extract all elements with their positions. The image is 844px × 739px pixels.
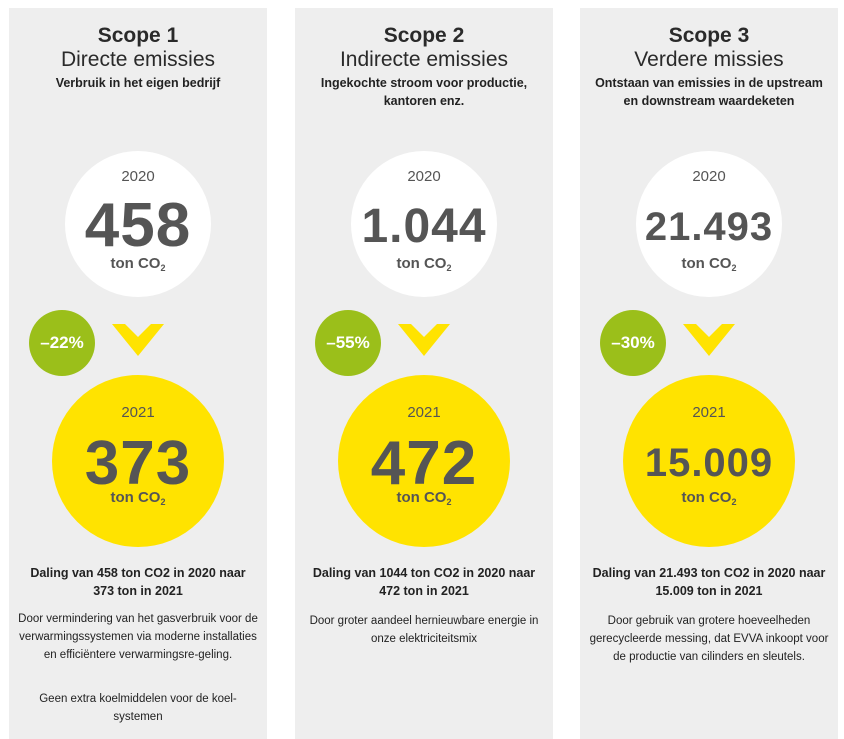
year-label: 2020: [407, 168, 441, 185]
year-label: 2020: [692, 168, 726, 185]
scope-subtitle: Directe emissies: [60, 48, 216, 71]
reduction-badge: –22%: [29, 310, 95, 376]
chevron-down-icon: [683, 324, 735, 356]
emissions-2021-circle: 2021 15.009 ton CO2: [623, 375, 795, 547]
scope-title: Scope 1: [97, 24, 179, 47]
emissions-2020-circle: 2020 21.493 ton CO2: [636, 151, 782, 297]
emissions-value: 15.009: [644, 441, 774, 485]
year-label: 2021: [407, 404, 441, 421]
emissions-value: 21.493: [644, 205, 774, 249]
emissions-2021-circle: 2021 373 ton CO2: [52, 375, 224, 547]
scope-title: Scope 3: [668, 24, 750, 47]
scope-description: Verbruik in het eigen bedrijf: [55, 76, 221, 90]
chevron-down-icon: [398, 324, 450, 356]
unit-label: ton CO2: [396, 489, 452, 507]
emissions-value: 1.044: [361, 200, 487, 253]
unit-label: ton CO2: [681, 489, 737, 507]
scope-description: Ontstaan van emissies in de upstream en …: [595, 76, 823, 108]
year-label: 2020: [121, 168, 155, 185]
reduction-badge: –30%: [600, 310, 666, 376]
detail-text: Door groter aandeel hernieuwbare energie…: [309, 615, 539, 645]
scope-subtitle: Verdere missies: [634, 48, 784, 71]
emissions-value: 458: [84, 191, 192, 260]
chevron-down-icon: [112, 324, 164, 356]
scope-1-panel: Scope 1 Directe emissies Verbruik in het…: [9, 8, 267, 739]
emissions-2020-circle: 2020 1.044 ton CO2: [351, 151, 497, 297]
scope-description: Ingekochte stroom voor productie, kantor…: [320, 76, 528, 108]
reduction-summary: Daling van 1044 ton CO2 in 2020 naar 472…: [312, 566, 536, 598]
reduction-badge: –55%: [315, 310, 381, 376]
reduction-summary: Daling van 21.493 ton CO2 in 2020 naar 1…: [592, 566, 826, 598]
emissions-2021-circle: 2021 472 ton CO2: [338, 375, 510, 547]
unit-label: ton CO2: [396, 255, 452, 273]
detail-text: Geen extra koelmiddelen voor de koel-sys…: [39, 693, 237, 723]
emissions-value: 373: [84, 429, 192, 498]
unit-label: ton CO2: [110, 489, 166, 507]
unit-label: ton CO2: [110, 255, 166, 273]
detail-text: Door gebruik van grotere hoeveelheden ge…: [589, 615, 829, 663]
scope-subtitle: Indirecte emissies: [339, 48, 509, 71]
year-label: 2021: [692, 404, 726, 421]
detail-text: Door vermindering van het gasverbruik vo…: [18, 613, 258, 661]
scope-2-panel: Scope 2 Indirecte emissies Ingekochte st…: [295, 8, 553, 739]
reduction-summary: Daling van 458 ton CO2 in 2020 naar 373 …: [30, 566, 246, 598]
unit-label: ton CO2: [681, 255, 737, 273]
emissions-2020-circle: 2020 458 ton CO2: [65, 151, 211, 297]
year-label: 2021: [121, 404, 155, 421]
scope-title: Scope 2: [383, 24, 465, 47]
scope-3-panel: Scope 3 Verdere missies Ontstaan van emi…: [580, 8, 838, 739]
emissions-value: 472: [370, 429, 478, 498]
